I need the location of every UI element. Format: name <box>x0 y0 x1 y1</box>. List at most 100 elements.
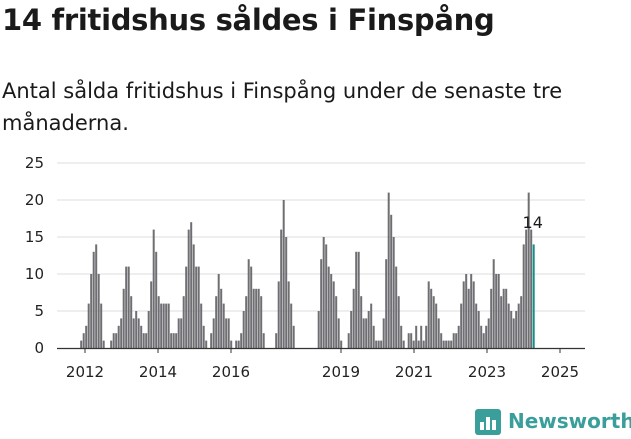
bar <box>487 318 490 348</box>
y-tick-label: 10 <box>25 265 44 283</box>
bar <box>392 237 395 348</box>
bar <box>382 318 385 348</box>
x-tick-label: 2014 <box>139 363 177 381</box>
bar <box>97 274 100 348</box>
bar <box>450 340 453 348</box>
bar <box>110 340 113 348</box>
bar <box>180 318 183 348</box>
bar <box>80 340 83 348</box>
bar <box>467 288 470 348</box>
bar <box>275 333 278 348</box>
bar <box>352 288 355 348</box>
bar <box>285 237 288 348</box>
bar <box>102 340 105 348</box>
bar <box>517 303 520 348</box>
bar <box>465 274 468 348</box>
bar <box>320 259 323 348</box>
bar <box>470 274 473 348</box>
bar <box>122 288 125 348</box>
bar <box>202 325 205 348</box>
bar <box>510 311 513 348</box>
bar <box>325 244 328 348</box>
bar <box>177 318 180 348</box>
bar <box>360 296 363 348</box>
bar <box>257 288 260 348</box>
bar <box>515 311 518 348</box>
bar <box>472 281 475 348</box>
bar <box>402 340 405 348</box>
bar <box>387 192 390 348</box>
bar <box>455 333 458 348</box>
bar <box>190 222 193 348</box>
bar <box>235 340 238 348</box>
bar <box>430 288 433 348</box>
bar <box>520 296 523 348</box>
bar <box>480 325 483 348</box>
bar <box>327 266 330 348</box>
bar <box>200 303 203 348</box>
bar <box>145 333 148 348</box>
bar <box>332 281 335 348</box>
bar <box>422 340 425 348</box>
bar <box>502 288 505 348</box>
x-tick-label: 2021 <box>395 363 433 381</box>
bar <box>115 333 118 348</box>
x-tick-label: 2025 <box>541 363 579 381</box>
chart-subtitle: Antal sålda fritidshus i Finspång under … <box>2 79 563 135</box>
bar <box>335 296 338 348</box>
bar <box>95 244 98 348</box>
bar <box>132 318 135 348</box>
bar <box>452 333 455 348</box>
bar <box>260 296 263 348</box>
bar <box>205 340 208 348</box>
bar <box>152 229 155 348</box>
bar <box>220 288 223 348</box>
bar <box>442 340 445 348</box>
bar <box>385 259 388 348</box>
bar <box>457 325 460 348</box>
bar <box>225 318 228 348</box>
bar <box>187 229 190 348</box>
bar <box>527 192 530 348</box>
x-tick-label: 2012 <box>66 363 104 381</box>
bar <box>367 311 370 348</box>
bar <box>137 318 140 348</box>
bar <box>160 303 163 348</box>
bar <box>222 303 225 348</box>
bar <box>322 237 325 348</box>
bar <box>492 259 495 348</box>
bar <box>340 340 343 348</box>
bar <box>432 296 435 348</box>
newsworthy-logo: Newsworthy <box>475 408 631 436</box>
bar <box>365 318 368 348</box>
bar <box>415 325 418 348</box>
bar <box>397 296 400 348</box>
bar <box>437 318 440 348</box>
bar <box>262 333 265 348</box>
bar <box>240 333 243 348</box>
bar <box>500 296 503 348</box>
y-tick-label: 15 <box>25 228 44 246</box>
bar <box>482 333 485 348</box>
bar <box>167 303 170 348</box>
bar <box>377 340 380 348</box>
chart-title: 14 fritidshus såldes i Finspång <box>2 3 495 37</box>
bar <box>407 333 410 348</box>
highlight-value-label: 14 <box>523 213 543 232</box>
bar <box>497 274 500 348</box>
bar <box>120 318 123 348</box>
bar <box>112 333 115 348</box>
bar <box>147 311 150 348</box>
bar <box>82 333 85 348</box>
bar <box>175 333 178 348</box>
bar <box>165 303 168 348</box>
bar <box>485 325 488 348</box>
bar <box>245 296 248 348</box>
bar <box>525 229 528 348</box>
bar <box>375 340 378 348</box>
bar <box>447 340 450 348</box>
bar <box>162 303 165 348</box>
bar <box>282 200 285 348</box>
bar <box>390 214 393 348</box>
